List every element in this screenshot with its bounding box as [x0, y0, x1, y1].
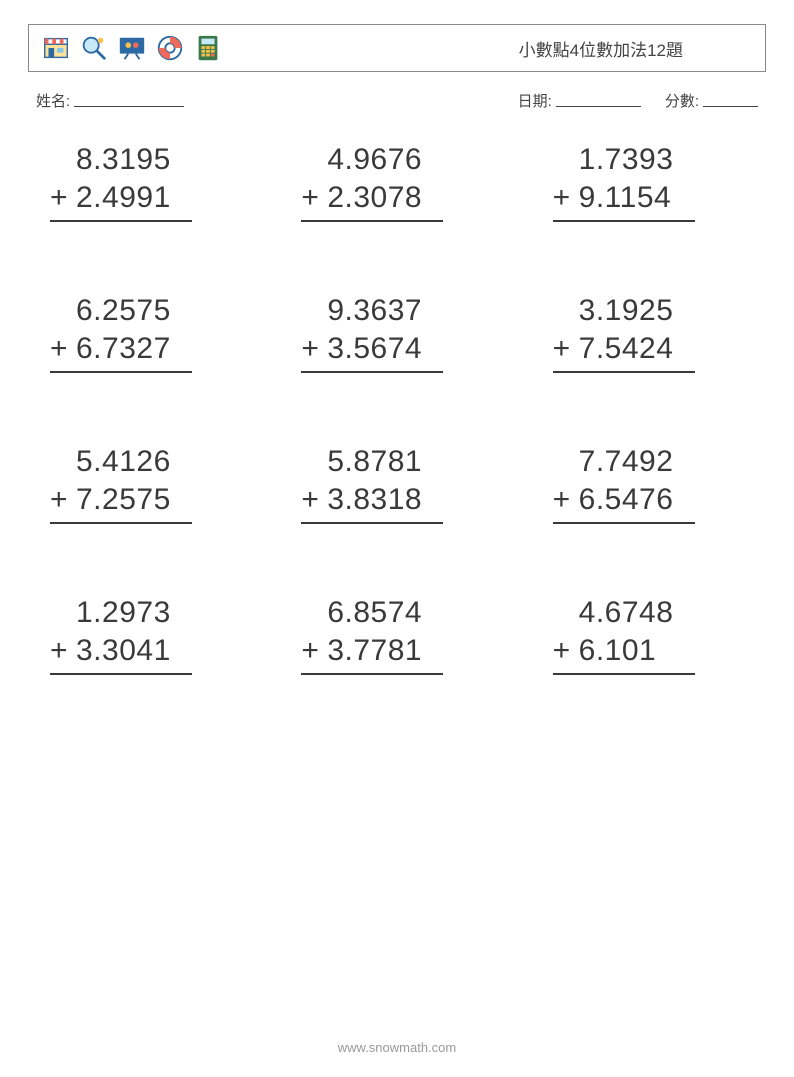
problem-4: 6.2575+6.7327 [50, 292, 241, 373]
operand-a: 9.3637 [301, 292, 492, 330]
operator: + [553, 181, 579, 215]
operand-b: 3.8318 [327, 481, 422, 519]
answer-rule [301, 220, 443, 222]
calculator-icon [193, 33, 223, 63]
store-icon [41, 33, 71, 63]
operand-b: 7.2575 [76, 481, 171, 519]
operand-b: 2.4991 [76, 179, 171, 217]
answer-rule [553, 522, 695, 524]
operator: + [301, 332, 327, 366]
operand-a: 7.7492 [553, 443, 744, 481]
name-label: 姓名: [36, 90, 70, 111]
problem-6: 3.1925+7.5424 [553, 292, 744, 373]
operand-b: 7.5424 [579, 330, 674, 368]
operand-b: 3.5674 [327, 330, 422, 368]
lifebuoy-icon [155, 33, 185, 63]
answer-rule [301, 371, 443, 373]
presentation-icon [117, 33, 147, 63]
operand-a: 5.4126 [50, 443, 241, 481]
operand-b: 3.3041 [76, 632, 171, 670]
operator: + [553, 332, 579, 366]
operand-a: 6.2575 [50, 292, 241, 330]
operand-a: 6.8574 [301, 594, 492, 632]
operand-a: 1.7393 [553, 141, 744, 179]
magnifier-icon [79, 33, 109, 63]
answer-rule [553, 371, 695, 373]
name-field: 姓名: [36, 90, 184, 111]
problems-grid: 8.3195+2.49914.9676+2.30781.7393+9.11546… [50, 141, 744, 675]
operator: + [50, 332, 76, 366]
problem-11: 6.8574+3.7781 [301, 594, 492, 675]
answer-rule [50, 673, 192, 675]
operand-b: 6.7327 [76, 330, 171, 368]
score-label: 分數: [665, 90, 699, 111]
problem-10: 1.2973+3.3041 [50, 594, 241, 675]
problem-12: 4.6748+6.101 [553, 594, 744, 675]
operand-a: 1.2973 [50, 594, 241, 632]
problem-3: 1.7393+9.1154 [553, 141, 744, 222]
answer-rule [50, 220, 192, 222]
worksheet-title: 小數點4位數加法12題 [519, 36, 683, 61]
operand-b: 6.5476 [579, 481, 674, 519]
answer-rule [301, 673, 443, 675]
operator: + [50, 483, 76, 517]
answer-rule [553, 673, 695, 675]
operand-a: 8.3195 [50, 141, 241, 179]
problem-7: 5.4126+7.2575 [50, 443, 241, 524]
operator: + [553, 483, 579, 517]
header-box: 小數點4位數加法12題 [28, 24, 766, 72]
problem-1: 8.3195+2.4991 [50, 141, 241, 222]
meta-row: 姓名: 日期: 分數: [36, 90, 758, 111]
name-blank[interactable] [74, 90, 184, 107]
answer-rule [50, 522, 192, 524]
operand-a: 4.9676 [301, 141, 492, 179]
problem-5: 9.3637+3.5674 [301, 292, 492, 373]
operator: + [50, 634, 76, 668]
operator: + [301, 634, 327, 668]
date-blank[interactable] [556, 90, 641, 107]
operand-b: 6.101 [579, 632, 657, 670]
operator: + [50, 181, 76, 215]
header-icons [41, 33, 223, 63]
operand-a: 4.6748 [553, 594, 744, 632]
operand-b: 3.7781 [327, 632, 422, 670]
problem-8: 5.8781+3.8318 [301, 443, 492, 524]
operand-a: 5.8781 [301, 443, 492, 481]
score-blank[interactable] [703, 90, 758, 107]
operator: + [301, 181, 327, 215]
operand-b: 2.3078 [327, 179, 422, 217]
answer-rule [301, 522, 443, 524]
answer-rule [50, 371, 192, 373]
operand-b: 9.1154 [579, 179, 672, 217]
problem-9: 7.7492+6.5476 [553, 443, 744, 524]
operator: + [301, 483, 327, 517]
date-label: 日期: [518, 90, 552, 111]
operand-a: 3.1925 [553, 292, 744, 330]
answer-rule [553, 220, 695, 222]
problem-2: 4.9676+2.3078 [301, 141, 492, 222]
operator: + [553, 634, 579, 668]
